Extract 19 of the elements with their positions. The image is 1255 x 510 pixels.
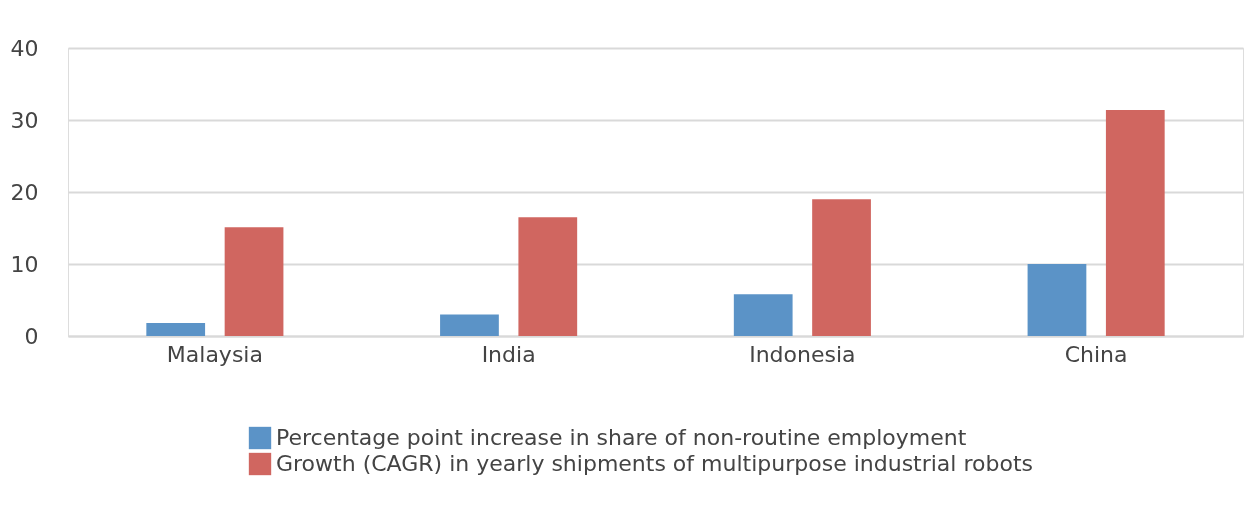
bar (812, 199, 871, 336)
bar (146, 323, 206, 336)
y-tick-label: 40 (10, 35, 39, 61)
bar (1105, 109, 1165, 336)
bar (440, 314, 499, 336)
bar (518, 217, 578, 336)
y-tick-label: 30 (10, 107, 39, 133)
bar (224, 227, 284, 336)
legend-label: Growth (CAGR) in yearly shipments of multipurpose industrial robots (276, 451, 1033, 476)
x-tick-label: China (1064, 341, 1128, 367)
x-tick-label: Indonesia (749, 341, 856, 367)
x-tick-label: Malaysia (166, 341, 263, 367)
bar (1027, 264, 1087, 336)
y-tick-label: 20 (10, 179, 39, 205)
x-tick-label: India (481, 341, 536, 367)
y-tick-label: 0 (24, 323, 39, 349)
bar (733, 294, 793, 336)
y-tick-label: 10 (10, 251, 39, 277)
legend-label: Percentage point increase in share of non-routine employment (276, 425, 967, 450)
